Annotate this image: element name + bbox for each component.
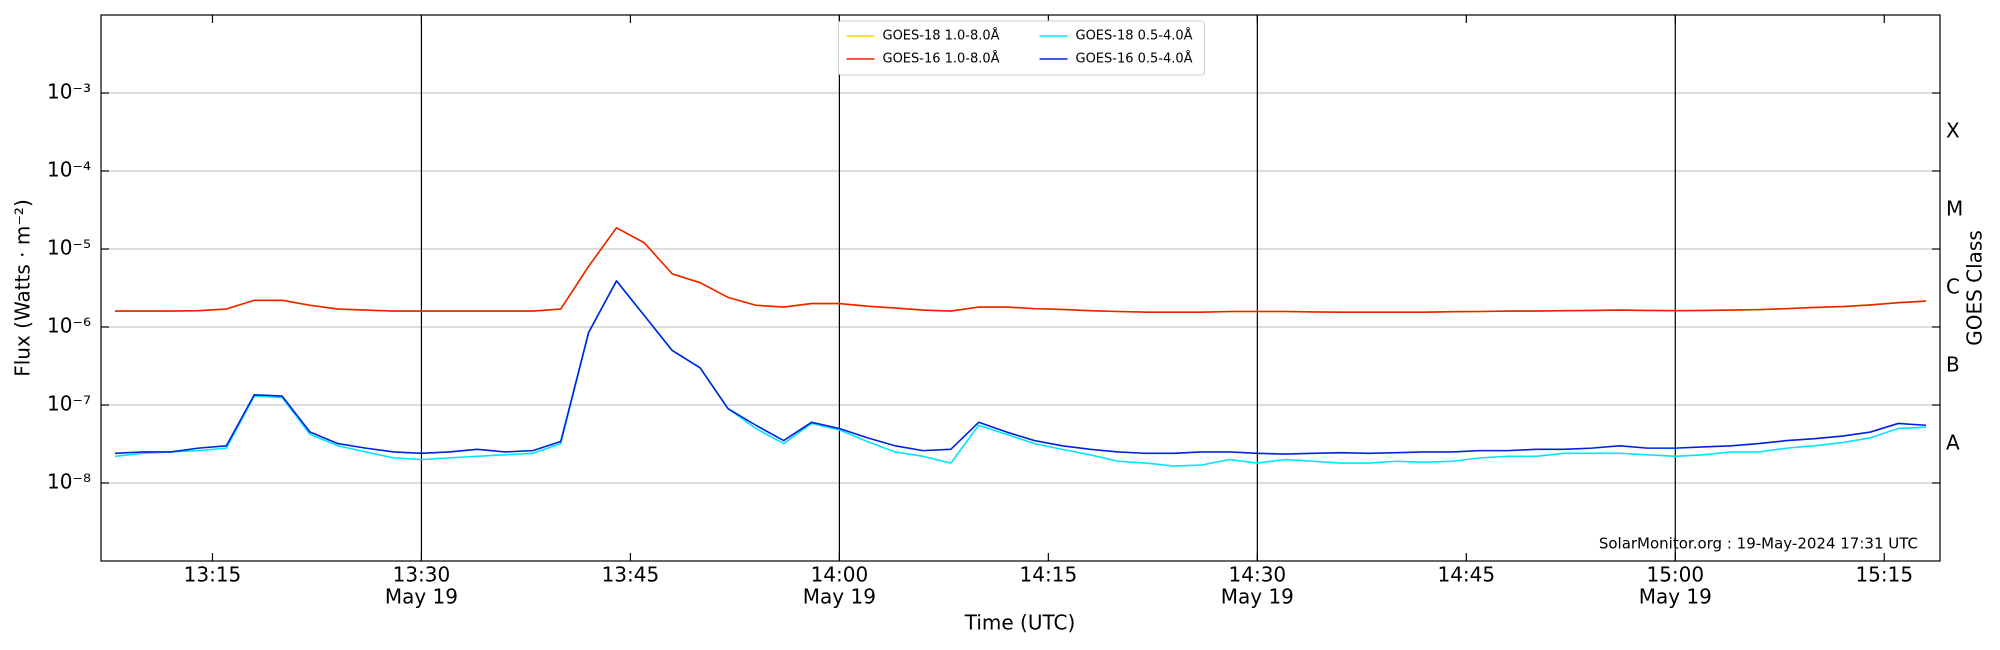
x-date-label: May 19: [1221, 585, 1294, 609]
legend-label: GOES-16 0.5-4.0Å: [1076, 51, 1193, 67]
series-line: [114, 280, 1927, 455]
y2-tick-label: A: [1946, 431, 1960, 455]
legend-label: GOES-18 1.0-8.0Å: [883, 28, 1000, 44]
y2-tick-label: B: [1946, 353, 1960, 377]
x-tick-label: 14:15: [1020, 563, 1078, 587]
x-date-label: May 19: [803, 585, 876, 609]
x-axis-label: Time (UTC): [964, 611, 1076, 635]
y-tick-label: 10⁻⁷: [47, 392, 91, 416]
x-tick-label: 14:45: [1437, 563, 1495, 587]
annotation: SolarMonitor.org : 19-May-2024 17:31 UTC: [1599, 535, 1918, 553]
x-tick-label: 14:00: [811, 563, 869, 587]
y-axis-label: Flux (Watts · m⁻²): [11, 199, 35, 377]
y-tick-label: 10⁻⁴: [47, 158, 91, 182]
legend-label: GOES-18 0.5-4.0Å: [1076, 28, 1193, 44]
x-tick-label: 15:00: [1646, 563, 1704, 587]
y2-axis-label: GOES Class: [1963, 230, 1987, 346]
series-line: [114, 280, 1927, 467]
x-date-label: May 19: [1639, 585, 1712, 609]
y-tick-label: 10⁻⁵: [47, 236, 91, 260]
x-tick-label: 13:45: [602, 563, 660, 587]
y2-tick-label: X: [1946, 119, 1960, 143]
plot-frame: [100, 14, 1941, 562]
series-line: [114, 227, 1927, 313]
x-tick-label: 14:30: [1229, 563, 1287, 587]
y-tick-label: 10⁻³: [47, 80, 91, 104]
legend-label: GOES-16 1.0-8.0Å: [883, 51, 1000, 67]
y2-tick-label: C: [1946, 275, 1960, 299]
y-tick-label: 10⁻⁶: [47, 314, 91, 338]
x-date-label: May 19: [385, 585, 458, 609]
x-tick-label: 15:15: [1855, 563, 1913, 587]
y2-tick-label: M: [1946, 197, 1963, 221]
x-tick-label: 13:30: [393, 563, 451, 587]
legend-box: [838, 20, 1205, 76]
series-line: [114, 227, 1927, 313]
legend: GOES-18 1.0-8.0Å GOES-16 1.0-8.0Å GOES-18 …: [838, 20, 1205, 76]
y-tick-label: 10⁻⁸: [47, 470, 91, 494]
x-tick-label: 13:15: [184, 563, 242, 587]
